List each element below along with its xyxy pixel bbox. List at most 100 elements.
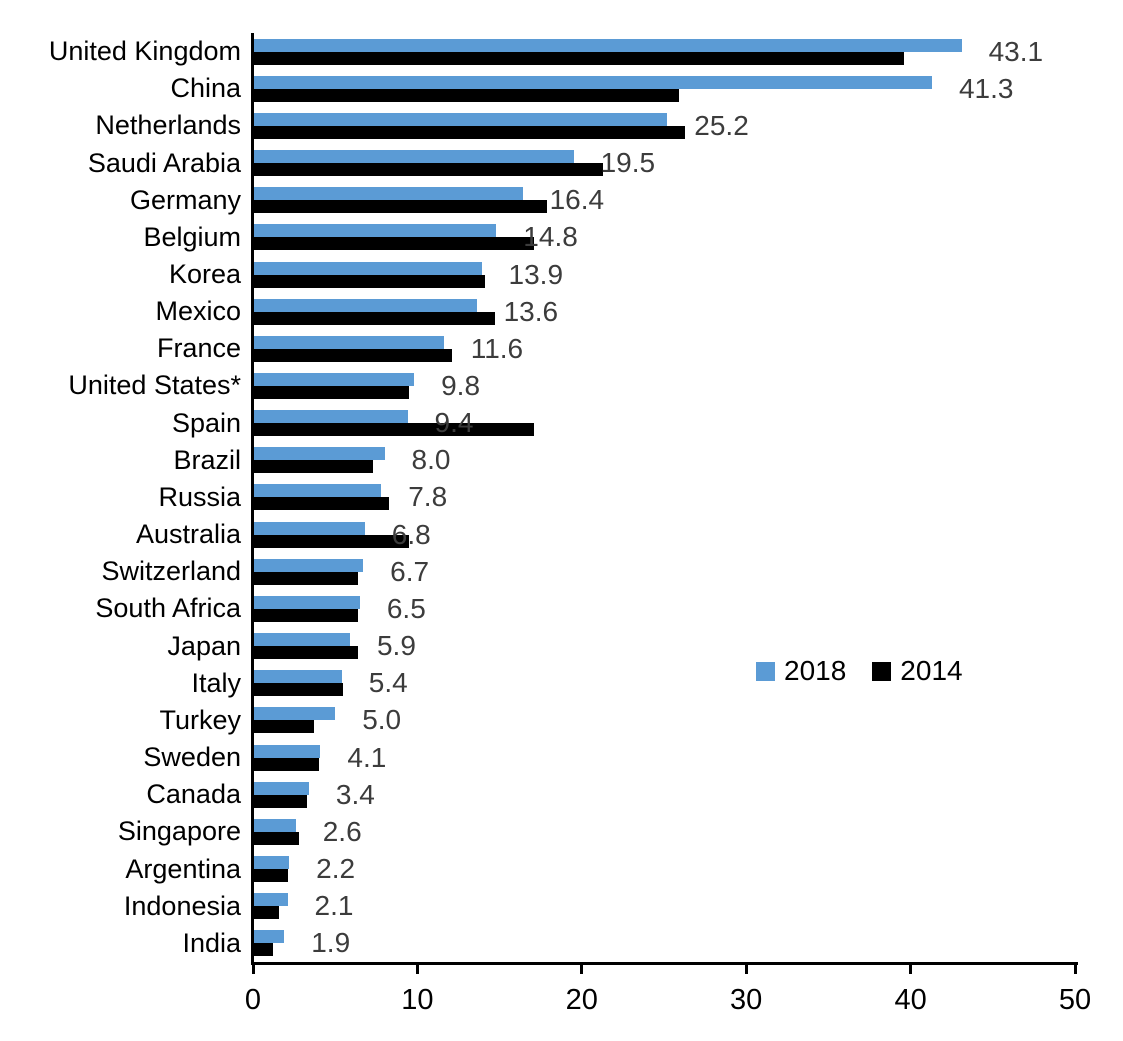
y-axis-line <box>251 33 254 965</box>
bar-group: 2.2 <box>253 850 1123 887</box>
data-label: 25.2 <box>694 109 749 141</box>
bar-group: 14.8 <box>253 219 1123 256</box>
bar-2018 <box>253 261 482 275</box>
data-label: 5.9 <box>376 630 416 662</box>
category-label: Turkey <box>159 704 241 735</box>
category-label: Russia <box>158 481 241 512</box>
bar-2018 <box>253 595 360 609</box>
bar-2018 <box>253 335 444 349</box>
x-tick-label: 30 <box>730 984 763 1016</box>
legend-label-2014: 2014 <box>900 655 963 686</box>
chart-row: Sweden 4.1 <box>0 739 1123 776</box>
bar-2014 <box>253 794 308 808</box>
x-tick-label: 10 <box>401 984 434 1016</box>
bar-2014 <box>253 125 686 139</box>
bar-2014 <box>253 869 288 883</box>
chart-row: United States* 9.8 <box>0 367 1123 404</box>
category-label: Spain <box>171 407 241 438</box>
category-label: Indonesia <box>123 890 241 921</box>
legend-swatch-2014 <box>872 661 892 681</box>
chart-row: Netherlands 25.2 <box>0 107 1123 144</box>
category-label: Switzerland <box>101 556 241 587</box>
bar-group: 5.4 <box>253 665 1123 702</box>
bar-2014 <box>253 200 548 214</box>
data-label: 4.1 <box>347 741 387 773</box>
bar-group: 19.5 <box>253 144 1123 181</box>
bar-2018 <box>253 781 309 795</box>
x-tick <box>1073 965 1077 974</box>
data-label: 16.4 <box>549 184 605 216</box>
chart-row: India 1.9 <box>0 925 1123 962</box>
bar-2014 <box>253 757 319 771</box>
data-label: 2.6 <box>322 815 362 847</box>
chart-row: Indonesia 2.1 <box>0 888 1123 925</box>
data-label: 6.5 <box>386 592 426 624</box>
chart-row: Korea 13.9 <box>0 256 1123 293</box>
category-label: France <box>156 333 241 364</box>
category-label: United Kingdom <box>48 36 241 67</box>
bar-2014 <box>253 311 495 325</box>
category-label: Sweden <box>143 742 241 773</box>
bar-group: 6.8 <box>253 516 1123 553</box>
bar-2014 <box>253 831 300 845</box>
data-label: 9.8 <box>441 369 481 401</box>
chart-row: United Kingdom 43.1 <box>0 33 1123 70</box>
category-label: Canada <box>146 779 241 810</box>
bar-2014 <box>253 497 390 511</box>
bar-group: 2.6 <box>253 813 1123 850</box>
bar-group: 5.0 <box>253 702 1123 739</box>
x-tick-label: 50 <box>1058 984 1092 1016</box>
category-label: Australia <box>135 519 241 550</box>
bar-2018 <box>253 372 415 386</box>
data-label: 6.8 <box>391 518 431 550</box>
bar-2018 <box>253 410 408 424</box>
bar-group: 7.8 <box>253 479 1123 516</box>
data-label: 14.8 <box>523 221 578 253</box>
chart-row: Turkey 5.0 <box>0 702 1123 739</box>
chart-row: Belgium 14.8 <box>0 219 1123 256</box>
bar-group: 13.9 <box>253 256 1123 293</box>
x-axis-line <box>251 962 1078 965</box>
bar-2014 <box>253 571 359 585</box>
chart-row: Brazil 8.0 <box>0 442 1123 479</box>
bar-2014 <box>253 88 679 102</box>
bar-2018 <box>253 150 574 164</box>
bar-group: 2.1 <box>253 888 1123 925</box>
bar-2014 <box>253 460 373 474</box>
chart-row: Italy 5.4 <box>0 665 1123 702</box>
category-label: Germany <box>129 184 241 215</box>
chart-row: Mexico 13.6 <box>0 293 1123 330</box>
bar-2018 <box>253 930 285 944</box>
data-label: 3.4 <box>335 778 375 810</box>
bar-2014 <box>253 51 905 65</box>
bar-2014 <box>253 274 485 288</box>
bar-2014 <box>253 906 280 920</box>
data-label: 6.7 <box>390 555 430 587</box>
bar-group: 11.6 <box>253 330 1123 367</box>
bar-2014 <box>253 683 344 697</box>
chart-row: Germany 16.4 <box>0 182 1123 219</box>
category-label: Korea <box>168 259 241 290</box>
data-label: 11.6 <box>470 332 524 364</box>
category-label: South Africa <box>95 593 241 624</box>
chart-row: Switzerland 6.7 <box>0 553 1123 590</box>
category-label: Japan <box>167 630 241 661</box>
bar-group: 6.5 <box>253 590 1123 627</box>
bar-2014 <box>253 237 535 251</box>
bar-group: 43.1 <box>253 33 1123 70</box>
category-label: Belgium <box>143 221 241 252</box>
data-label: 5.0 <box>362 704 402 736</box>
data-label: 1.9 <box>311 927 351 959</box>
bar-2014 <box>253 385 410 399</box>
bar-2014 <box>253 608 359 622</box>
data-label: 2.1 <box>314 890 354 922</box>
chart-row: Argentina 2.2 <box>0 850 1123 887</box>
category-label: United States* <box>68 370 241 401</box>
bar-2018 <box>253 558 364 572</box>
bar-2014 <box>253 720 314 734</box>
bar-group: 16.4 <box>253 182 1123 219</box>
chart-row: Canada 3.4 <box>0 776 1123 813</box>
bar-2018 <box>253 112 668 126</box>
bar-2018 <box>253 484 382 498</box>
